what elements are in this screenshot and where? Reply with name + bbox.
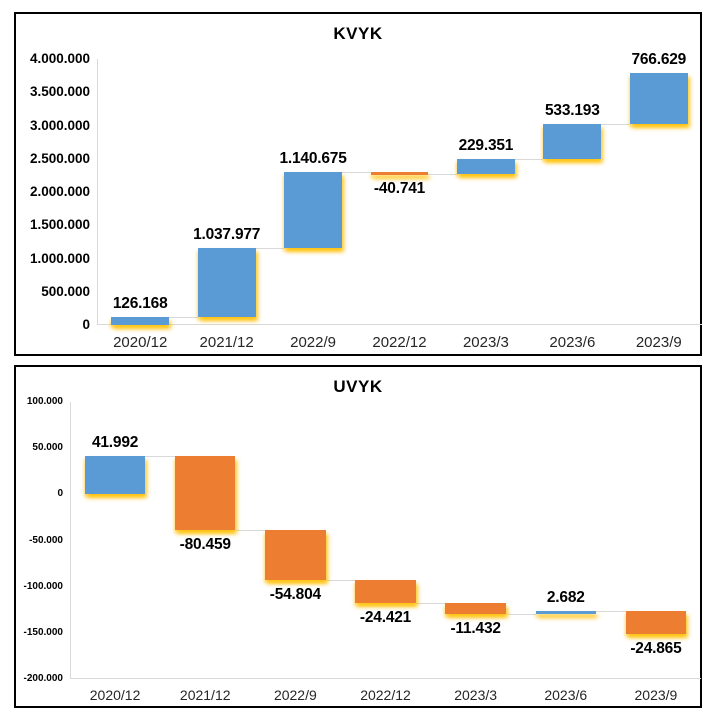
connector-line [255,248,285,249]
x-axis-category-label: 2022/9 [290,334,336,351]
y-axis-tick-label: -150.000 [23,626,63,638]
x-axis-category-label: 2020/12 [89,687,141,703]
x-axis-category-label: 2023/6 [544,687,588,703]
value-label: -11.432 [450,619,501,637]
connector-line [601,124,630,125]
x-axis-category-label: 2023/3 [462,334,509,351]
y-axis-tick-label: 0 [57,488,63,500]
connector-line [595,611,626,612]
value-label: 126.168 [112,294,168,312]
x-axis-category-label: 2022/9 [273,687,317,703]
value-label: 1.037.977 [193,225,261,243]
x-axis-category-label: 2023/3 [454,687,498,703]
x-axis-category-label: 2023/6 [549,334,596,351]
value-label: 41.992 [91,433,139,451]
chart-panel-kvyk: KVYK 4.000.000 3.500.000 3.000.000 2.500.00… [14,12,702,356]
connector-line [415,603,446,604]
y-axis-tick-label: 500.000 [41,283,90,299]
value-label: -40.741 [373,180,426,198]
waterfall-bar-kvyk-2022-9 [284,171,343,248]
value-label: 2.682 [546,589,585,607]
x-axis-category-label: 2023/9 [634,687,678,703]
waterfall-bar-uvyk-2023-6 [535,611,596,615]
y-axis-tick-label: 3.000.000 [29,117,90,133]
waterfall-bar-uvyk-2020-12 [84,455,146,495]
y-axis-tick-label: 4.000.000 [29,51,90,66]
connector-line [169,317,198,318]
x-axis-category-label: 2021/12 [179,687,231,703]
y-axis-tick-label: 1.000.000 [29,250,90,266]
connector-line [505,614,536,615]
y-axis-tick-label: 3.500.000 [29,84,90,100]
plot-area-uvyk [70,402,701,679]
value-label: 1.140.675 [279,149,347,167]
x-axis-category-label: 2022/12 [372,334,427,351]
chart-title-kvyk: KVYK [333,24,383,43]
connector-line [428,174,457,175]
y-axis-tick-label: 100.000 [26,396,63,407]
plot-area-kvyk [97,59,702,325]
chart-panel-uvyk: UVYK 100.000 50.000 0 -50.000 -100.000 -150.0… [14,365,702,708]
waterfall-bar-kvyk-2020-12 [111,316,170,325]
waterfall-bar-uvyk-2021-12 [175,455,236,530]
y-axis-tick-label: -100.000 [23,580,63,592]
waterfall-bar-kvyk-2023-6 [543,123,602,160]
connector-line [235,530,266,531]
y-axis-tick-label: 2.000.000 [29,184,90,199]
value-label: 533.193 [545,101,600,119]
waterfall-bar-uvyk-2023-3 [445,603,506,614]
x-axis-category-label: 2021/12 [199,334,254,351]
value-label: 229.351 [458,137,514,155]
value-label: 766.629 [631,50,687,68]
y-axis-tick-label: 50.000 [32,442,63,454]
x-axis-category-label: 2022/12 [360,687,411,703]
value-label: -80.459 [179,535,231,553]
chart-title-uvyk: UVYK [333,377,383,396]
x-axis-category-label: 2023/9 [635,334,682,351]
y-axis-tick-label: 1.500.000 [29,217,90,233]
value-label: -24.865 [630,640,682,658]
x-axis-category-label: 2020/12 [113,334,168,351]
waterfall-bar-kvyk-2022-12 [370,171,429,175]
connector-line [514,159,544,160]
y-axis-tick-label: -50.000 [29,534,63,546]
y-axis-tick-label: 0 [82,317,90,332]
y-axis-tick-label: -200.000 [23,673,63,684]
y-axis-tick-label: 2.500.000 [29,150,90,166]
connector-line [145,456,175,457]
waterfall-bar-kvyk-2023-9 [629,72,688,124]
connector-line [325,580,356,581]
waterfall-bar-uvyk-2022-9 [265,529,326,581]
waterfall-bar-kvyk-2023-3 [456,159,515,175]
waterfall-bar-kvyk-2021-12 [197,247,256,317]
value-label: -24.421 [359,609,412,626]
waterfall-bar-uvyk-2023-9 [625,611,687,635]
value-label: -54.804 [269,586,321,604]
connector-line [342,172,371,173]
waterfall-bar-uvyk-2022-12 [355,580,416,603]
